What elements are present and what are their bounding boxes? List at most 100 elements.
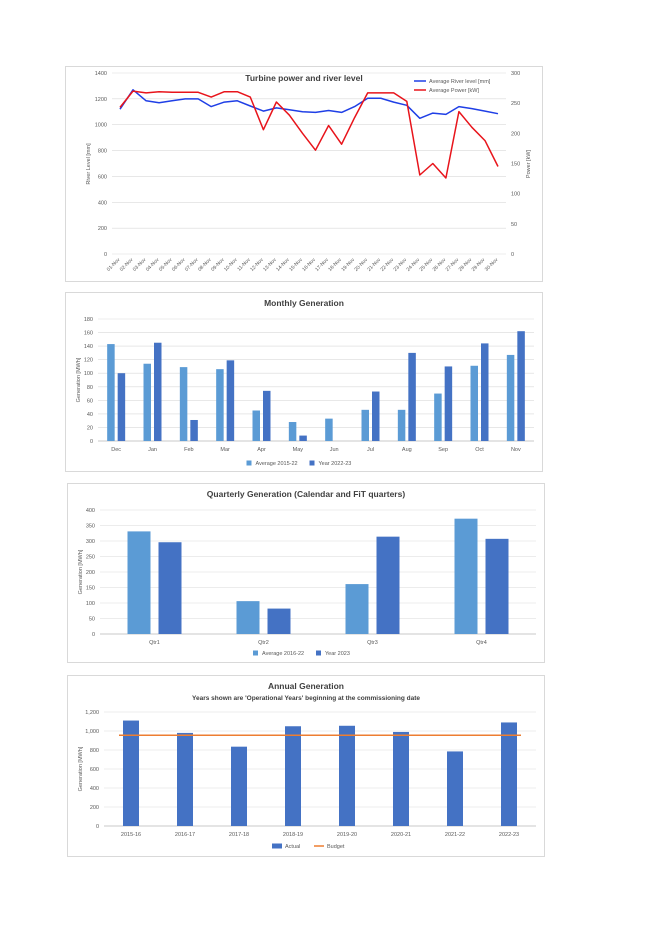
turbine-xtick-label: 10-Nov (223, 257, 239, 273)
quarterly-bar (236, 601, 260, 634)
quarterly-legend-swatch (253, 650, 258, 656)
monthly-bar (226, 360, 235, 441)
monthly-xtick-label: May (293, 447, 304, 453)
monthly-ytick-label: 100 (84, 371, 93, 377)
annual-xtick-label: 2021-22 (445, 832, 465, 838)
monthly-xtick-label: Jan (148, 447, 157, 453)
annual-actual-bar (123, 720, 139, 826)
monthly-bar (408, 352, 416, 441)
annual-ytick-label: 400 (90, 786, 99, 792)
annual-xtick-label: 2019-20 (337, 832, 357, 838)
annual-actual-bar (501, 722, 517, 826)
monthly-bar (179, 367, 188, 441)
quarterly-ytick-label: 100 (86, 601, 95, 607)
monthly-xtick-label: Mar (220, 447, 230, 453)
monthly-chart: Monthly Generation 0 20 40 60 80 100 120 140 160 1… (76, 298, 534, 467)
monthly-bar (263, 390, 271, 441)
quarterly-chart-panel: Quarterly Generation (Calendar and FiT q… (67, 483, 545, 663)
monthly-bar (397, 409, 406, 441)
annual-ytick-label: 800 (90, 748, 99, 754)
monthly-bar (107, 344, 115, 441)
annual-chart-panel: Annual Generation Years shown are 'Operat… (67, 675, 545, 857)
quarterly-y-axis-label: Generation [MWh] (78, 549, 84, 594)
monthly-bar (325, 418, 333, 441)
turbine-ytick-label: 400 (98, 200, 107, 206)
annual-legend-label: Actual (285, 844, 300, 850)
quarterly-ytick-label: 0 (92, 632, 95, 638)
turbine-chart-title: Turbine power and river level (245, 73, 362, 83)
monthly-bar (190, 419, 198, 441)
monthly-y-axis-label: Generation [MWh] (76, 357, 82, 402)
turbine-chart-panel: Turbine power and river level 0 200 400 600 8… (65, 66, 543, 282)
turbine-y-axis-label: River Level [mm] (86, 143, 92, 185)
monthly-bar (154, 342, 162, 441)
turbine-y2tick-label: 250 (511, 101, 520, 107)
annual-xtick-label: 2016-17 (175, 832, 195, 838)
turbine-ytick-label: 1200 (95, 97, 107, 103)
turbine-ytick-label: 200 (98, 226, 107, 232)
quarterly-bar (127, 531, 151, 634)
turbine-legend-label: Average Power [kW] (429, 88, 480, 94)
quarterly-legend-swatch (316, 650, 321, 656)
monthly-ytick-label: 80 (87, 385, 93, 391)
turbine-ytick-label: 1000 (95, 123, 107, 129)
turbine-chart: Turbine power and river level 0 200 400 600 8… (86, 71, 532, 273)
quarterly-chart-title: Quarterly Generation (Calendar and FiT q… (207, 489, 406, 499)
monthly-bar (434, 393, 442, 441)
monthly-ytick-label: 0 (90, 439, 93, 445)
monthly-xtick-label: Jun (330, 447, 339, 453)
annual-chart-title: Annual Generation (268, 681, 344, 691)
quarterly-bar (345, 584, 369, 634)
quarterly-chart: Quarterly Generation (Calendar and FiT q… (78, 489, 536, 657)
quarterly-legend-label: Average 2016-22 (262, 651, 304, 657)
monthly-bar (506, 354, 515, 441)
turbine-y2tick-label: 100 (511, 192, 520, 198)
monthly-xtick-label: Nov (511, 447, 521, 453)
monthly-bar (517, 331, 525, 441)
annual-actual-bar (393, 731, 409, 826)
monthly-bar (117, 373, 126, 441)
monthly-legend-label: Average 2015-22 (256, 461, 298, 467)
quarterly-xtick-label: Qtr1 (149, 640, 160, 646)
quarterly-bar (376, 536, 400, 634)
turbine-y2tick-label: 200 (511, 131, 520, 137)
monthly-xtick-label: Oct (475, 447, 484, 453)
quarterly-ytick-label: 200 (86, 570, 95, 576)
monthly-bar (481, 343, 489, 441)
monthly-ytick-label: 20 (87, 425, 93, 431)
monthly-bar (299, 435, 307, 441)
quarterly-ytick-label: 350 (86, 524, 95, 530)
turbine-ytick-label: 1400 (95, 71, 107, 77)
annual-ytick-label: 0 (96, 824, 99, 830)
annual-xtick-label: 2017-18 (229, 832, 249, 838)
annual-ytick-label: 1,200 (85, 710, 99, 716)
monthly-bar (361, 409, 369, 441)
annual-xtick-label: 2018-19 (283, 832, 303, 838)
monthly-legend-swatch (246, 460, 252, 466)
monthly-xtick-label: Aug (402, 447, 412, 453)
turbine-y2tick-label: 50 (511, 222, 517, 228)
annual-y-axis-label: Generation [MWh] (78, 746, 84, 791)
monthly-bar (444, 366, 453, 441)
monthly-bar (288, 422, 297, 441)
turbine-y2tick-label: 300 (511, 71, 520, 77)
annual-actual-bar (447, 751, 463, 826)
quarterly-bar (158, 542, 182, 634)
annual-actual-bar (231, 746, 247, 826)
monthly-chart-panel: Monthly Generation 0 20 40 60 80 100 120 140 160 1… (65, 292, 543, 472)
monthly-chart-title: Monthly Generation (264, 298, 344, 308)
monthly-legend-swatch (309, 460, 315, 466)
monthly-ytick-label: 40 (87, 412, 93, 418)
monthly-bar (143, 363, 151, 441)
river-level-series-line (119, 89, 499, 120)
quarterly-bar (454, 518, 478, 634)
quarterly-ytick-label: 300 (86, 539, 95, 545)
monthly-bar (470, 365, 478, 441)
turbine-ytick-label: 0 (104, 252, 107, 258)
quarterly-ytick-label: 250 (86, 555, 95, 561)
turbine-y2tick-label: 0 (511, 252, 514, 258)
annual-legend-swatch (272, 843, 282, 849)
quarterly-legend-label: Year 2023 (325, 651, 350, 657)
annual-ytick-label: 600 (90, 767, 99, 773)
annual-chart-subtitle: Years shown are 'Operational Years' begi… (192, 695, 420, 702)
